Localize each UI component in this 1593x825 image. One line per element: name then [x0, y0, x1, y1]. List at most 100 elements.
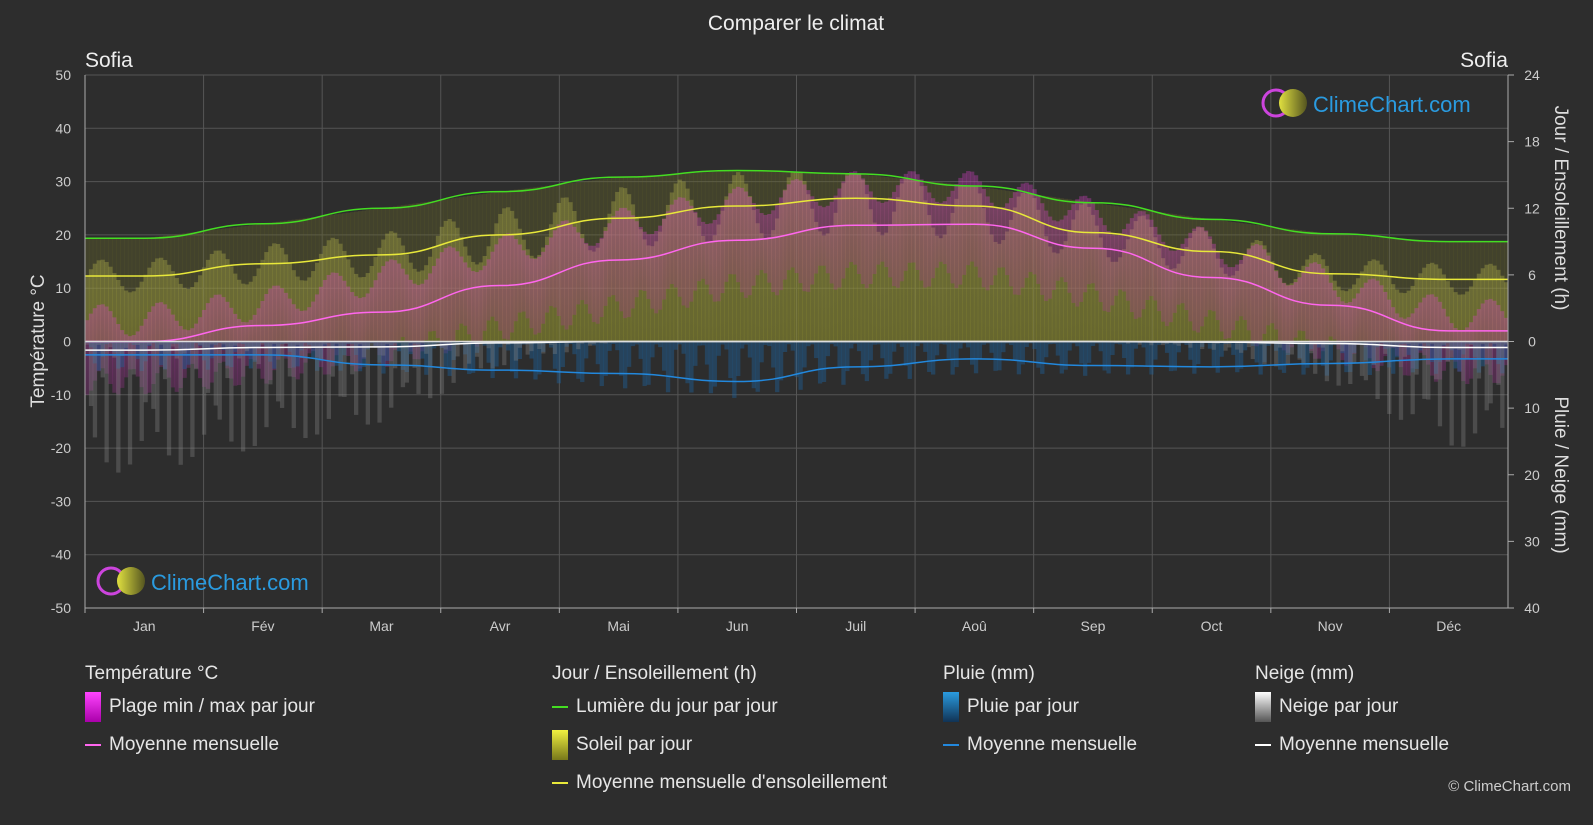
rain-bar: [104, 341, 109, 345]
rain-bar: [693, 341, 698, 366]
sunshine-bar: [198, 275, 203, 342]
temp-range-bar: [591, 245, 597, 323]
sunshine-bar: [112, 273, 117, 342]
rain-bar: [743, 341, 749, 345]
rain-bar: [1359, 341, 1365, 346]
y-tick-right-mm: 30: [1524, 533, 1540, 549]
snow-bar: [490, 341, 495, 369]
temp-range-bar: [151, 306, 156, 384]
temp-range-bar: [162, 304, 168, 369]
temp-range-bar: [969, 171, 975, 262]
temp-range-bar: [1355, 293, 1361, 345]
y-tick-left: 40: [55, 120, 71, 136]
rain-bar: [1231, 341, 1236, 355]
snow-bar: [1289, 341, 1294, 355]
sunshine-bar: [131, 291, 137, 342]
logo-globe-icon: [1279, 89, 1307, 117]
rain-bar: [860, 341, 866, 375]
legend-rain: Pluie (mm) Pluie par jour Moyenne mensue…: [943, 660, 1137, 764]
rain-bar: [849, 341, 854, 349]
rain-bar: [143, 341, 148, 362]
sunshine-bar: [1461, 294, 1466, 342]
temp-range-bar: [392, 260, 398, 351]
temp-range-bar: [420, 283, 425, 352]
snow-bar: [295, 341, 300, 345]
rain-bar: [856, 341, 862, 352]
temp-range-bar: [1422, 297, 1427, 356]
sunshine-bar: [186, 288, 191, 342]
snow-bar: [1137, 341, 1142, 345]
rain-bar: [654, 341, 659, 345]
rain-bar: [1157, 341, 1162, 345]
temp-range-bar: [545, 245, 550, 313]
snow-bar: [1371, 341, 1376, 365]
y-axis-left-label: Température °C: [28, 274, 49, 407]
temp-range-bar: [931, 198, 936, 279]
rain-bar: [1192, 341, 1197, 374]
temp-range-bar: [1250, 245, 1255, 342]
temp-range-bar: [1051, 220, 1057, 290]
snow-bar: [1492, 341, 1497, 345]
snow-bar: [299, 341, 304, 359]
temp-range-bar: [1297, 277, 1302, 331]
legend-rain-title: Pluie (mm): [943, 663, 1035, 684]
sunshine-bar: [884, 232, 889, 342]
temp-range-bar: [1336, 296, 1341, 350]
snow-bar: [1414, 341, 1419, 375]
snow-bar: [377, 341, 382, 423]
x-tick-label: Fév: [251, 618, 274, 634]
temp-range-bar: [572, 226, 577, 315]
temp-range-bar: [447, 246, 452, 351]
rain-bar: [424, 341, 429, 375]
sunshine-bar: [946, 225, 951, 342]
daylight-bar: [1398, 238, 1404, 342]
temp-range-bar: [860, 178, 866, 284]
daylight-bar: [1348, 235, 1353, 342]
rain-bar: [1480, 341, 1486, 367]
rain-bar: [607, 341, 612, 351]
rain-bar: [213, 341, 218, 345]
temp-range-bar: [1348, 302, 1353, 363]
temp-range-bar: [599, 237, 604, 318]
temp-range-bar: [1055, 221, 1061, 281]
temp-range-bar: [354, 296, 359, 372]
rain-bar: [1098, 341, 1103, 352]
snow-bar: [1430, 341, 1435, 344]
rain-bar: [993, 341, 998, 371]
sunshine-bar: [1398, 292, 1404, 342]
snow-bar: [287, 341, 293, 377]
snow-bar: [1476, 341, 1482, 379]
temp-range-bar: [1328, 282, 1333, 337]
sunshine-mean-line: [85, 197, 1508, 281]
temp-range-bar: [1379, 285, 1384, 366]
rain-bar: [334, 341, 339, 366]
snow-bar: [1246, 341, 1252, 348]
rain-bar: [720, 341, 725, 345]
rain-bar: [108, 341, 113, 344]
temp-range-bar: [693, 211, 698, 291]
temp-range-bar: [584, 242, 589, 305]
temp-range-bar: [1141, 211, 1146, 310]
sunshine-bar: [240, 283, 246, 342]
temp-range-bar: [1071, 204, 1076, 303]
rain-bar: [494, 341, 499, 367]
sunshine-bar: [942, 234, 947, 342]
rain-bar: [864, 341, 870, 382]
snow-bar: [1277, 341, 1283, 348]
temp-range-bar: [1028, 184, 1033, 273]
temp-range-bar: [1418, 302, 1423, 353]
snow-bar: [529, 341, 534, 352]
temp-range-bar: [552, 230, 558, 308]
rain-bar: [1297, 341, 1302, 358]
snow-bar: [435, 341, 441, 347]
rain-bar: [704, 341, 710, 365]
sunshine-bar: [205, 259, 211, 342]
rain-bar: [244, 341, 250, 356]
sunshine-bar: [759, 233, 764, 342]
snow-bar: [162, 341, 168, 380]
rain-bar: [166, 341, 172, 355]
rain-bar: [689, 341, 694, 393]
rain-bar: [381, 341, 386, 374]
snow-bar: [1340, 341, 1345, 352]
snow-bar: [233, 341, 238, 346]
